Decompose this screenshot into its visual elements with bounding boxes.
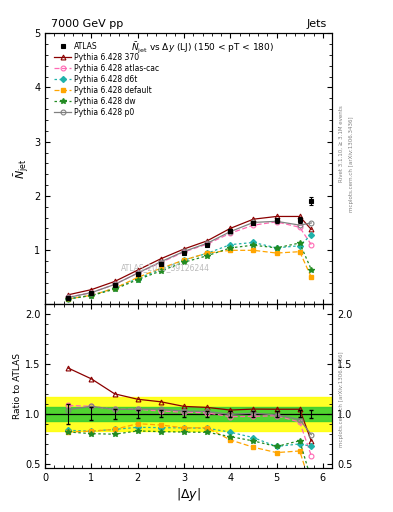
Text: Jets: Jets [306, 19, 326, 29]
Text: $\bar{N}_\mathrm{jet}$ vs $\Delta y$ (LJ) (150 < pT < 180): $\bar{N}_\mathrm{jet}$ vs $\Delta y$ (LJ… [131, 40, 275, 55]
Bar [45, 397, 332, 431]
Text: ATLAS_2011_S9126244: ATLAS_2011_S9126244 [121, 263, 210, 272]
Bar [45, 407, 332, 421]
Text: mcplots.cern.ch [arXiv:1306.3436]: mcplots.cern.ch [arXiv:1306.3436] [339, 352, 343, 447]
X-axis label: $|\Delta y|$: $|\Delta y|$ [176, 486, 201, 503]
Y-axis label: Ratio to ATLAS: Ratio to ATLAS [13, 353, 22, 419]
Text: 7000 GeV pp: 7000 GeV pp [51, 19, 123, 29]
Legend: ATLAS, Pythia 6.428 370, Pythia 6.428 atlas-cac, Pythia 6.428 d6t, Pythia 6.428 : ATLAS, Pythia 6.428 370, Pythia 6.428 at… [52, 40, 162, 119]
Text: Rivet 3.1.10, ≥ 3.1M events: Rivet 3.1.10, ≥ 3.1M events [339, 105, 343, 182]
Y-axis label: $\bar{N}_\mathrm{jet}$: $\bar{N}_\mathrm{jet}$ [13, 159, 31, 179]
Text: mcplots.cern.ch [arXiv:1306.3436]: mcplots.cern.ch [arXiv:1306.3436] [349, 116, 354, 211]
